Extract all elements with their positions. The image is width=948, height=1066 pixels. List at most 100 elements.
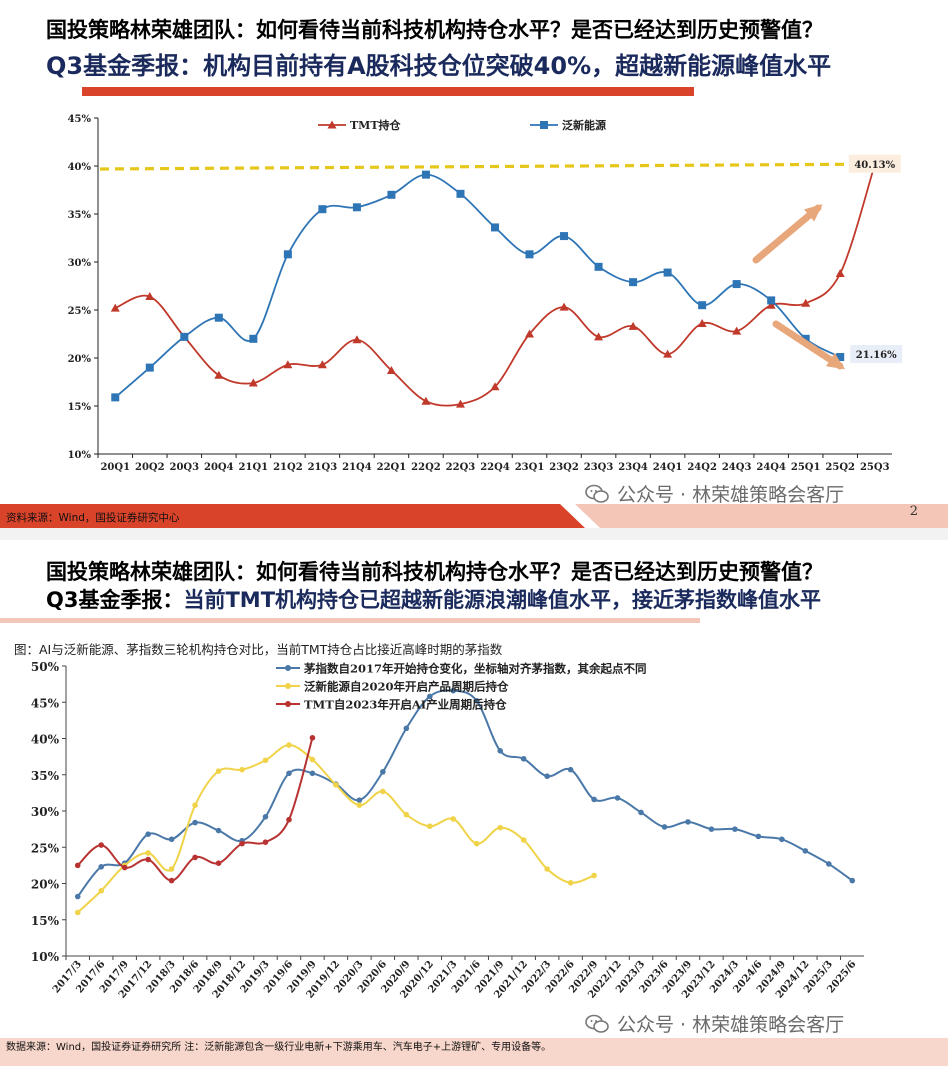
x-tick-label: 20Q2 (135, 462, 165, 473)
mao-index-point (661, 824, 668, 830)
new-energy-point (663, 268, 672, 277)
new-energy-point (98, 887, 105, 894)
mao-index-point (544, 773, 550, 779)
y-tick-label: 35% (31, 769, 60, 783)
mao-index-point (98, 864, 105, 870)
legend-mao-index-label: 茅指数自2017年开始持仓变化，坐标轴对齐茅指数，其余起点不同 (304, 662, 647, 676)
slide1-footer: 资料来源：Wind，国投证券研究中心 2 (0, 500, 948, 528)
legend-new-energy-label: 泛新能源 (562, 118, 606, 132)
new-energy-point (249, 334, 258, 343)
mao-index-point (732, 826, 738, 832)
tmt-point (286, 816, 292, 823)
mao-index-point (473, 698, 480, 704)
tmt-point (766, 300, 776, 309)
y-tick-label: 50% (31, 660, 60, 674)
x-tick-label: 21Q2 (273, 462, 303, 473)
tmt-point (455, 399, 465, 408)
tmt-point (663, 349, 673, 358)
x-tick-label: 22Q1 (377, 462, 407, 473)
x-tick-label: 25Q3 (860, 462, 890, 473)
mao-index-point (825, 861, 832, 867)
mao-index-point (309, 770, 316, 777)
slide2-title-line2: Q3基金季报：当前TMT机构持仓已超越新能源浪潮峰值水平，接近茅指数峰值水平 (46, 584, 821, 614)
new-energy-point (594, 262, 603, 271)
mao-index-point (638, 809, 644, 816)
annotation-box-tmt (848, 154, 901, 173)
mao-index-point (168, 836, 175, 843)
series-line-new-energy (114, 173, 841, 399)
tmt-point (214, 370, 224, 379)
mao-index-point (262, 814, 269, 820)
y-tick-label: 25% (68, 306, 92, 317)
tmt-point (317, 360, 327, 369)
mao-index-point (849, 877, 856, 884)
slide2-pink-bar (0, 618, 700, 623)
new-energy-point (352, 203, 361, 212)
new-energy-point (567, 879, 574, 886)
wechat-icon (585, 1014, 609, 1033)
tmt-point (386, 365, 396, 374)
new-energy-point (192, 802, 198, 808)
x-tick-label: 20Q4 (204, 462, 234, 473)
y-tick-label: 45% (68, 114, 92, 125)
tmt-point (697, 318, 707, 327)
y-tick-label: 35% (68, 210, 92, 221)
tmt-point (801, 298, 811, 307)
new-energy-point (380, 788, 386, 795)
legend-new-energy-marker (540, 121, 548, 129)
new-energy-point (801, 334, 810, 343)
slide1-footer-band (0, 504, 948, 528)
new-energy-point (333, 782, 339, 788)
slide-2: 国投策略林荣雄团队：如何看待当前科技机构持仓水平？是否已经达到历史预警值？ Q3… (0, 540, 948, 1066)
mao-index-point (755, 833, 762, 840)
new-energy-point (74, 909, 81, 916)
tmt-point (309, 734, 316, 741)
slide1-title-line2: Q3基金季报：机构目前持有A股科技仓位突破40%，超越新能源峰值水平 (46, 52, 832, 80)
reference-line-40pct (99, 162, 893, 171)
tmt-point (121, 864, 128, 871)
y-tick-label: 20% (68, 354, 92, 365)
tmt-point (352, 335, 362, 344)
tmt-point (525, 329, 535, 338)
arrow-up (752, 204, 822, 264)
new-energy-point (215, 768, 222, 774)
x-tick-label: 24Q4 (756, 462, 786, 473)
x-tick-label: 24Q3 (722, 462, 752, 473)
new-energy-point (520, 837, 527, 843)
mao-index-point (497, 748, 504, 754)
slide2-title-line1: 国投策略林荣雄团队：如何看待当前科技机构持仓水平？是否已经达到历史预警值？ (46, 560, 823, 584)
mao-index-point (403, 725, 410, 732)
x-tick-label: 22Q4 (480, 462, 510, 473)
new-energy-point (836, 353, 845, 362)
arrow-down-head (826, 353, 846, 370)
y-tick-label: 25% (31, 841, 60, 855)
tmt-point (110, 303, 120, 312)
mao-index-point (450, 687, 457, 694)
y-tick-label: 15% (68, 402, 92, 413)
tmt-point (732, 326, 742, 335)
legend-tmt-label: TMT持仓 (350, 118, 402, 132)
new-energy-point (525, 250, 534, 259)
new-energy-point (239, 766, 245, 773)
y-tick-label: 40% (68, 162, 92, 173)
new-energy-point (426, 823, 433, 830)
new-energy-point (473, 840, 480, 847)
mao-index-point (520, 756, 527, 762)
new-energy-point (111, 393, 120, 402)
annotation-box-new-energy (850, 345, 903, 364)
new-energy-point (456, 189, 465, 198)
mao-index-point (802, 848, 809, 854)
tmt-point (215, 860, 222, 866)
y-tick-label: 15% (31, 914, 60, 928)
chart-tmt-vs-new-energy: 45% 40% 35% 30% 25% 20% 15% 10% 20Q1 20Q2 20Q3 20Q4… (68, 114, 903, 473)
mao-index-point (685, 819, 691, 825)
mao-index-point (74, 893, 81, 900)
x-tick-label: 24Q2 (687, 462, 717, 473)
tmt-point (262, 839, 269, 845)
new-energy-point (145, 363, 154, 372)
mao-index-point (591, 796, 597, 803)
slide1-watermark: 公众号 · 林荣雄策略会客厅 (585, 480, 844, 507)
tmt-point (239, 840, 245, 847)
y-tick-label: 40% (31, 733, 60, 747)
tmt-point (145, 292, 155, 301)
